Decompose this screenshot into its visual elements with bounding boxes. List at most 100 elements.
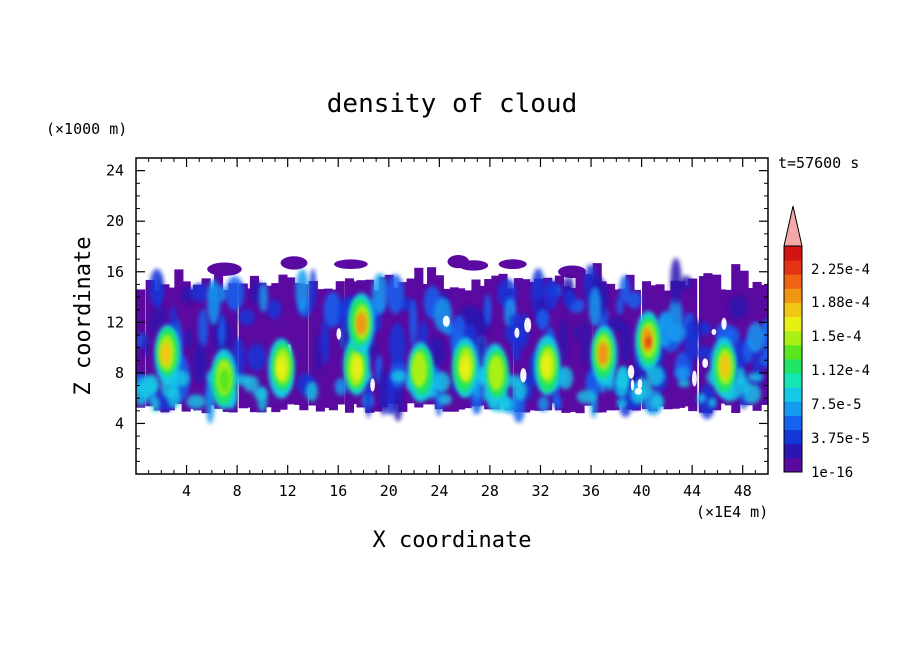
turbulence-blob	[477, 334, 486, 364]
colorbar-label: 1.12e-4	[811, 363, 870, 379]
turbulence-blob	[388, 322, 406, 367]
cloud-column	[504, 288, 514, 411]
colorbar-swatch	[784, 330, 802, 346]
turbulence-blob-low	[747, 372, 764, 382]
colorbar-swatch	[784, 274, 802, 289]
x-tick-label: 48	[734, 482, 752, 500]
x-tick-label: 44	[683, 482, 701, 500]
y-axis-label: Z coordinate	[71, 237, 96, 396]
cloud-gap	[442, 315, 450, 327]
cloud-gap	[336, 328, 342, 340]
cell-contour	[163, 347, 170, 360]
turbulence-blob	[536, 308, 550, 331]
colorbar-swatch	[784, 415, 802, 431]
cloud-tuft	[558, 265, 587, 279]
turbulence-blob	[680, 275, 692, 290]
turbulence-blob	[657, 314, 674, 348]
turbulence-blob-low	[646, 366, 665, 387]
y-tick-label: 8	[115, 364, 124, 382]
turbulence-blob-low	[617, 365, 630, 388]
cloud-gap	[702, 358, 709, 369]
turbulence-blob	[418, 320, 428, 348]
turbulence-blob	[573, 325, 581, 340]
cloud-field	[136, 255, 778, 425]
y-tick-label: 16	[106, 263, 124, 281]
cloud-tuft	[207, 262, 242, 276]
plot-area	[136, 255, 778, 425]
turbulence-blob	[544, 278, 559, 310]
cell-contour	[722, 359, 728, 372]
cloud-tuft	[280, 256, 308, 270]
cloud-tuft	[498, 259, 527, 270]
turbulence-blob	[674, 366, 690, 381]
cloud-gap	[711, 328, 717, 336]
turbulence-blob	[695, 346, 715, 360]
cell-contour	[493, 365, 499, 378]
turbulence-blob	[180, 287, 194, 303]
turbulence-blob	[746, 322, 765, 353]
colorbar-swatch	[784, 443, 802, 459]
turbulence-blob	[428, 337, 446, 367]
turbulence-blob-low	[438, 393, 452, 406]
cloud-gap	[524, 317, 532, 333]
turbulence-blob-low	[557, 366, 574, 390]
turbulence-blob	[616, 296, 624, 316]
cell-contour	[278, 361, 284, 374]
turbulence-blob	[559, 317, 568, 363]
y-tick-label: 24	[106, 162, 124, 180]
turbulence-blob	[668, 324, 686, 343]
cloud-gap	[637, 379, 643, 389]
cloud-gap	[370, 378, 375, 392]
cloud-column	[264, 285, 274, 408]
turbulence-blob	[626, 291, 642, 309]
cloud-gap	[520, 368, 527, 383]
colorbar-label: 7.5e-5	[811, 397, 862, 413]
turbulence-blob	[504, 323, 524, 344]
cell-contour	[419, 364, 425, 377]
cloud-column	[145, 280, 155, 407]
colorbar-swatch	[784, 359, 802, 374]
cloud-column	[335, 281, 345, 405]
cloud-gap	[630, 379, 635, 391]
turbulence-blob	[238, 308, 255, 326]
turbulence-blob-low	[616, 398, 628, 408]
turbulence-blob	[267, 299, 282, 320]
turbulence-blob	[683, 322, 699, 363]
colorbar-swatch	[784, 260, 802, 275]
colorbar-swatch	[784, 429, 802, 445]
x-axis-label: X coordinate	[373, 528, 532, 553]
cloud-column	[207, 288, 217, 406]
cloud-column	[379, 277, 389, 408]
colorbar-swatch	[784, 457, 802, 473]
x-tick-label: 40	[633, 482, 651, 500]
colorbar: 2.25e-4 1.88e-4 1.5e-4 1.12e-4 7.5e-5 3.75e-5…	[783, 205, 870, 481]
colorbar-frame	[783, 245, 803, 473]
colorbar-swatch	[784, 401, 802, 416]
turbulence-blob-low	[167, 386, 181, 409]
cloud-column	[769, 286, 778, 412]
cloud-column	[384, 274, 394, 404]
turbulence-blob	[314, 333, 323, 373]
cell-contour	[543, 360, 550, 373]
cloud-column	[308, 281, 318, 406]
turbulence-blob	[155, 276, 162, 312]
turbulence-blob-low	[512, 379, 527, 401]
turbulence-blob-low	[742, 383, 761, 404]
turbulence-blob-low	[136, 382, 149, 407]
cloud-column	[299, 284, 309, 411]
cell-contour	[460, 361, 467, 374]
turbulence-blob	[371, 273, 388, 314]
colorbar-swatch	[784, 288, 802, 303]
colorbar-swatch	[784, 387, 802, 402]
y-tick-label: 20	[106, 212, 124, 230]
y-unit-label: (×1000 m)	[46, 120, 127, 138]
cloud-gap	[634, 387, 643, 395]
cloud-column	[136, 289, 146, 408]
y-tick-label: 4	[115, 414, 124, 432]
cloud-column	[294, 283, 304, 405]
turbulence-blob	[409, 299, 418, 347]
colorbar-swatch	[784, 302, 802, 318]
turbulence-blob	[258, 282, 268, 313]
colorbar-swatch	[784, 373, 802, 388]
